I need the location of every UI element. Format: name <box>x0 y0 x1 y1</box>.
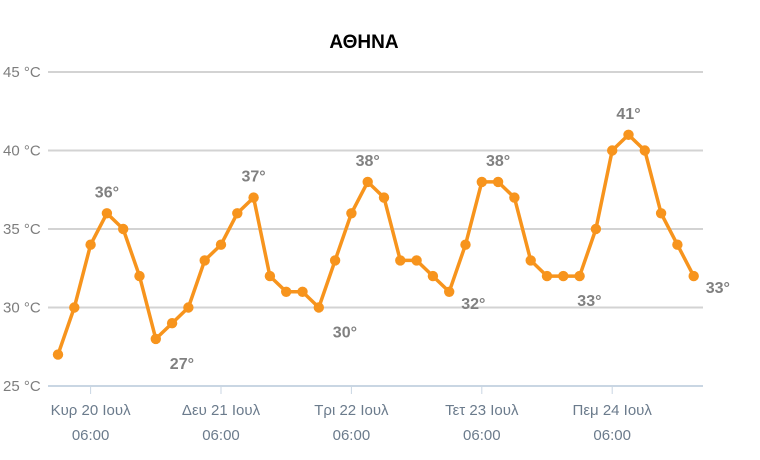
data-label: 30° <box>333 325 357 342</box>
data-point <box>281 286 292 297</box>
data-label: 36° <box>95 184 119 201</box>
data-label: 33° <box>577 293 601 310</box>
data-label: 32° <box>461 296 485 313</box>
data-point <box>639 145 650 156</box>
series-line <box>56 133 696 357</box>
data-label: 37° <box>241 169 265 186</box>
data-label: 27° <box>170 356 194 373</box>
chart-title: ΑΘΗΝΑ <box>329 32 398 53</box>
data-point <box>655 208 667 219</box>
data-point <box>672 239 683 250</box>
data-point <box>395 255 406 266</box>
data-point <box>69 302 80 313</box>
data-point <box>688 270 699 282</box>
data-point <box>460 239 471 250</box>
x-tick-time: 06:00 <box>202 427 240 444</box>
x-tick-time: 06:00 <box>72 427 110 444</box>
data-point <box>134 270 145 282</box>
x-tick-time: 06:00 <box>333 427 371 444</box>
y-tick-label: 30 °C <box>3 300 41 317</box>
data-point <box>623 129 634 140</box>
x-tick-day: Δευ 21 Ιουλ <box>182 402 261 419</box>
data-point <box>346 208 357 219</box>
data-point <box>411 255 422 266</box>
x-axis-ticks: Κυρ 20 Ιουλ 06:00 Δευ 21 Ιουλ 06:00 Τρι 22 Ι… <box>51 386 652 444</box>
data-point <box>329 255 341 266</box>
data-point <box>183 302 194 313</box>
data-point <box>297 286 308 297</box>
data-point <box>215 239 227 250</box>
grid-lines <box>48 71 703 387</box>
data-label: 33° <box>706 280 730 297</box>
data-point <box>476 176 487 188</box>
data-point <box>85 239 96 250</box>
data-point <box>590 223 602 235</box>
data-label: 38° <box>486 153 510 170</box>
data-point <box>264 270 276 282</box>
data-label: 38° <box>356 153 380 170</box>
y-axis-ticks: 25 °C 30 °C 35 °C 40 °C 45 °C <box>3 64 41 395</box>
data-point <box>166 318 178 329</box>
data-point <box>509 192 520 203</box>
data-point <box>607 145 618 156</box>
x-tick-time: 06:00 <box>593 427 631 444</box>
data-point <box>118 223 129 235</box>
data-label: 41° <box>616 106 640 123</box>
data-point <box>558 270 569 282</box>
data-points <box>52 129 699 360</box>
x-tick-day: Τετ 23 Ιουλ <box>445 402 519 419</box>
data-point <box>492 176 504 188</box>
data-point <box>378 192 390 203</box>
data-point <box>362 176 373 188</box>
data-point <box>541 270 553 282</box>
y-tick-label: 35 °C <box>3 221 41 238</box>
x-tick-day: Πεμ 24 Ιουλ <box>572 402 652 419</box>
data-point <box>313 302 324 313</box>
data-point <box>525 255 536 266</box>
data-point <box>427 270 439 282</box>
data-point <box>150 333 161 345</box>
data-point <box>199 255 210 266</box>
x-tick-time: 06:00 <box>463 427 501 444</box>
data-point <box>248 192 259 203</box>
data-labels: 36° 27° 37° 30° 38° 32° 38° 33° 41° 33° <box>95 106 730 373</box>
x-tick-day: Τρι 22 Ιουλ <box>314 402 389 419</box>
temperature-series <box>56 133 696 357</box>
x-tick-day: Κυρ 20 Ιουλ <box>51 402 131 419</box>
data-point <box>52 349 64 360</box>
y-tick-label: 45 °C <box>3 64 41 81</box>
data-point <box>574 270 585 282</box>
data-point <box>101 208 113 219</box>
data-point <box>444 286 455 297</box>
y-tick-label: 40 °C <box>3 143 41 160</box>
data-point <box>232 208 243 219</box>
y-tick-label: 25 °C <box>3 378 41 395</box>
